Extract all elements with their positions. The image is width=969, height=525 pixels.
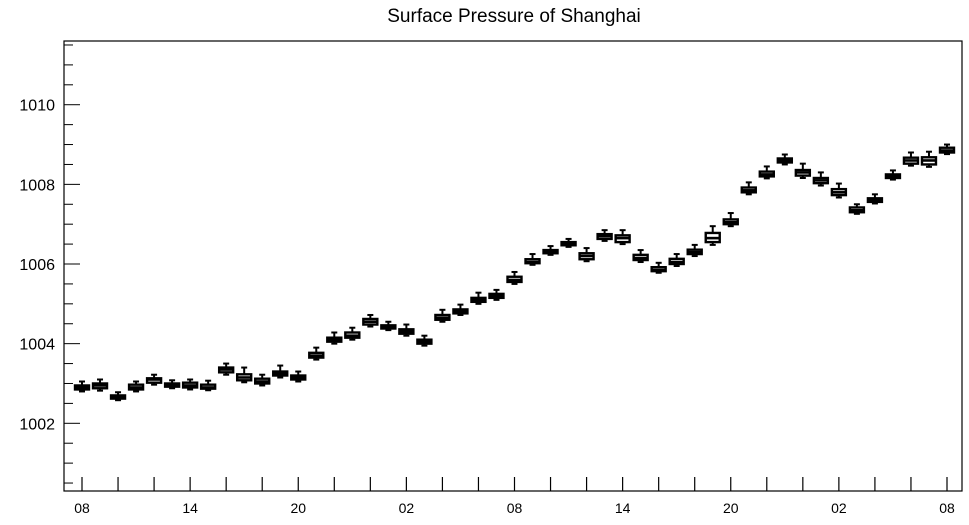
box-26 [542,245,559,256]
x-tick-label: 14 [182,500,198,516]
box-6 [181,378,199,391]
box-2 [109,391,127,402]
box-13 [308,346,325,361]
x-tick-label: 14 [615,500,631,516]
box-25 [524,253,541,266]
box-series [73,143,956,402]
box-47 [920,150,938,168]
x-tick-label: 08 [939,500,955,516]
box-42 [830,182,848,199]
box-35 [704,225,721,246]
x-tick-label: 02 [831,500,847,516]
box-20 [434,308,451,323]
box-22 [470,291,487,305]
box-36 [722,212,739,228]
y-axis: 1002 1004 1006 1008 1010 [19,44,80,484]
box-0 [73,380,91,393]
x-tick-label: 02 [399,500,415,516]
box-29 [596,229,613,242]
box-11 [272,364,289,379]
box-27 [560,237,577,248]
box-10 [254,373,271,387]
y-tick-label: 1008 [19,177,55,194]
box-1 [91,378,109,392]
box-41 [812,171,830,187]
x-axis: 08 14 20 02 08 14 20 02 08 [74,477,955,516]
box-14 [326,331,343,345]
box-28 [578,247,595,263]
box-12 [290,370,307,383]
box-45 [884,169,902,181]
y-tick-label: 1002 [19,416,55,433]
box-16 [362,313,379,328]
box-40 [794,162,812,179]
box-17 [380,320,397,332]
box-4 [145,373,163,386]
box-18 [398,323,415,337]
box-31 [632,249,649,264]
x-tick-label: 20 [723,500,739,516]
plot-frame [63,40,963,492]
y-tick-label: 1006 [19,257,55,274]
x-tick-label: 08 [74,500,90,516]
box-7 [199,379,217,392]
box-34 [686,243,703,258]
y-tick-label: 1004 [19,337,55,354]
box-15 [344,326,361,341]
box-3 [127,380,145,393]
box-32 [650,261,667,274]
chart-title: Surface Pressure of Shanghai [387,6,641,27]
box-24 [506,270,523,285]
box-44 [866,193,884,205]
box-19 [416,334,433,347]
box-33 [668,253,685,267]
box-48 [938,143,956,156]
box-5 [163,379,181,390]
box-23 [488,288,505,301]
box-38 [758,165,775,180]
box-46 [902,151,920,167]
y-tick-label: 1010 [19,98,55,115]
box-9 [235,366,253,384]
x-tick-label: 20 [290,500,306,516]
x-tick-label: 08 [507,500,523,516]
box-8 [217,362,235,376]
box-21 [452,303,469,316]
box-39 [776,153,794,166]
box-43 [848,203,866,215]
box-37 [740,181,757,196]
box-30 [614,229,631,246]
